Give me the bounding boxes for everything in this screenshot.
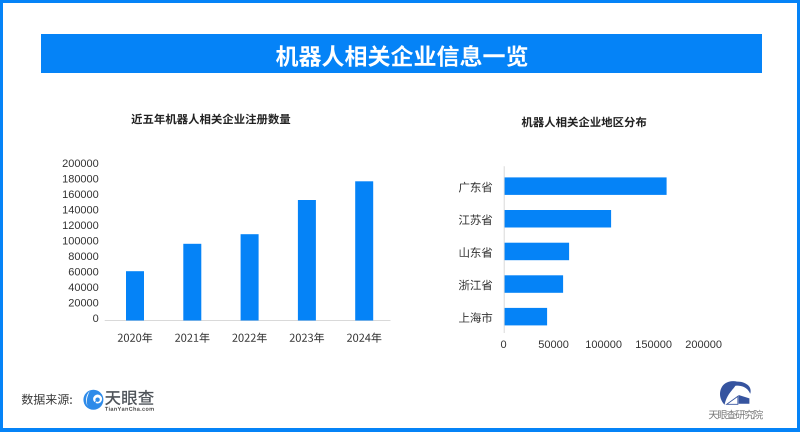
svg-text:140000: 140000 — [62, 204, 99, 216]
svg-text:200000: 200000 — [62, 158, 99, 170]
svg-text:20000: 20000 — [68, 298, 99, 310]
svg-text:160000: 160000 — [62, 189, 99, 201]
svg-text:0: 0 — [93, 313, 99, 325]
svg-text:0: 0 — [501, 339, 507, 351]
svg-text:100000: 100000 — [62, 236, 99, 248]
svg-text:100000: 100000 — [585, 339, 622, 351]
svg-text:180000: 180000 — [62, 173, 99, 185]
svg-text:40000: 40000 — [68, 282, 99, 294]
svg-text:200000: 200000 — [685, 339, 722, 351]
svg-text:50000: 50000 — [538, 339, 569, 351]
svg-text:120000: 120000 — [62, 220, 99, 232]
svg-text:150000: 150000 — [635, 339, 672, 351]
svg-text:60000: 60000 — [68, 267, 99, 279]
svg-text:80000: 80000 — [68, 251, 99, 263]
